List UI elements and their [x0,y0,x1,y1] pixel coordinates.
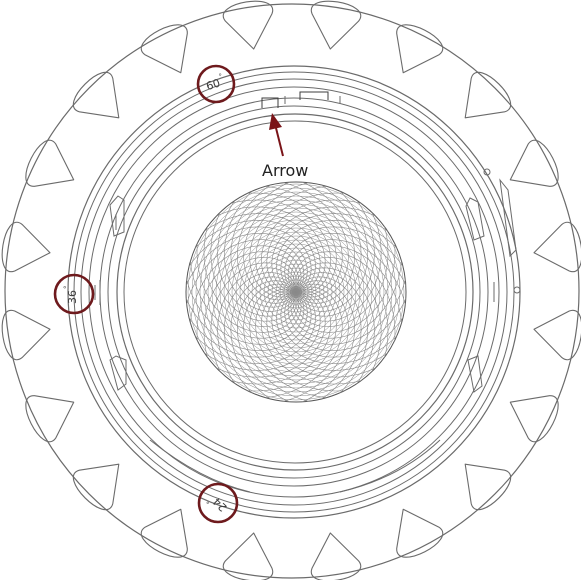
angle-label-24: 24 [211,495,230,514]
left-clips [94,195,127,391]
mesh-ring [223,219,369,365]
mesh-ring [199,195,393,389]
mesh-ring [231,227,361,357]
mesh-ring [259,255,333,329]
scallop-petal [533,221,581,273]
mesh-ring [255,251,337,333]
arrow-shaft [274,123,284,157]
bezel-ring-4 [88,86,500,498]
arrow-label: Arrow [262,161,308,180]
angle-marker-36: 36 ° [53,273,95,315]
scallop-petal [396,24,443,74]
right-screw [513,286,521,294]
scallop-petal [509,140,559,187]
angle-marker-60: 60 ° [196,64,236,104]
mesh-ring [215,211,377,373]
mesh-ring [291,287,301,297]
arrow-head-icon [269,113,282,130]
housing-ring-outer [116,113,474,471]
angle-label-60: 60 [205,76,222,93]
mesh-ring [207,203,385,381]
mesh-ring [251,247,341,337]
mesh-ring [203,199,389,385]
bezel-ring-1 [67,65,521,519]
mesh-ring [187,183,405,401]
mesh-ring [271,267,321,317]
mesh-ring [211,207,381,377]
scallop-petal [310,0,362,50]
mesh-ring [287,283,305,301]
bezel-ring-6 [107,105,481,479]
housing-ring-inner [123,120,467,464]
inner-housing [116,113,474,471]
scallop-petal [310,532,362,582]
highlight-circle-60 [196,64,236,104]
mesh-ring [191,187,401,397]
top-tab [261,91,341,108]
scallop-petal [72,71,120,119]
outer-ring-edge [4,3,580,579]
mesh-ring [219,215,373,369]
highlight-circle-24 [197,482,239,524]
mesh-pattern [186,182,406,402]
bezel-ring-2 [73,71,515,513]
mesh-ring [235,231,357,353]
scallop-petal [509,395,559,442]
right-clips [465,168,521,393]
highlight-circle-36 [53,273,95,315]
degree-symbol-24: ° [205,497,213,505]
scallop-petal [72,463,120,511]
scallop-petal [25,140,75,187]
scallop-petal [25,395,75,442]
scallop-petal [222,532,274,582]
rotating-bezel [67,65,521,519]
scallop-petal [464,463,512,511]
mesh-ring [283,279,309,305]
mesh-ring [195,191,397,393]
scallop-petal [396,508,443,558]
degree-symbol-36: ° [63,286,71,290]
arrow-annotation: Arrow [262,113,308,180]
scallop-petal [1,309,51,361]
mesh-ring [239,235,353,349]
scallop-petal [464,71,512,119]
scallop-petal [141,508,188,558]
bezel-ring-3 [80,78,508,506]
scallop-petal [533,309,581,361]
scallop-petal [141,24,188,74]
scallop-petal [1,221,51,273]
bottom-details [149,439,441,493]
mesh-ring [279,275,313,309]
mesh-ring [275,271,317,313]
mesh-ring [227,223,365,361]
mesh-ring [267,263,325,321]
right-top-screw [483,168,491,176]
central-lens-mesh [185,181,407,403]
angle-label-36: 36 [66,290,79,304]
mesh-ring [263,259,329,325]
mesh-ring [243,239,349,345]
degree-symbol-60: ° [218,72,224,81]
scallop-petal [222,0,274,50]
mesh-ring [247,243,345,341]
